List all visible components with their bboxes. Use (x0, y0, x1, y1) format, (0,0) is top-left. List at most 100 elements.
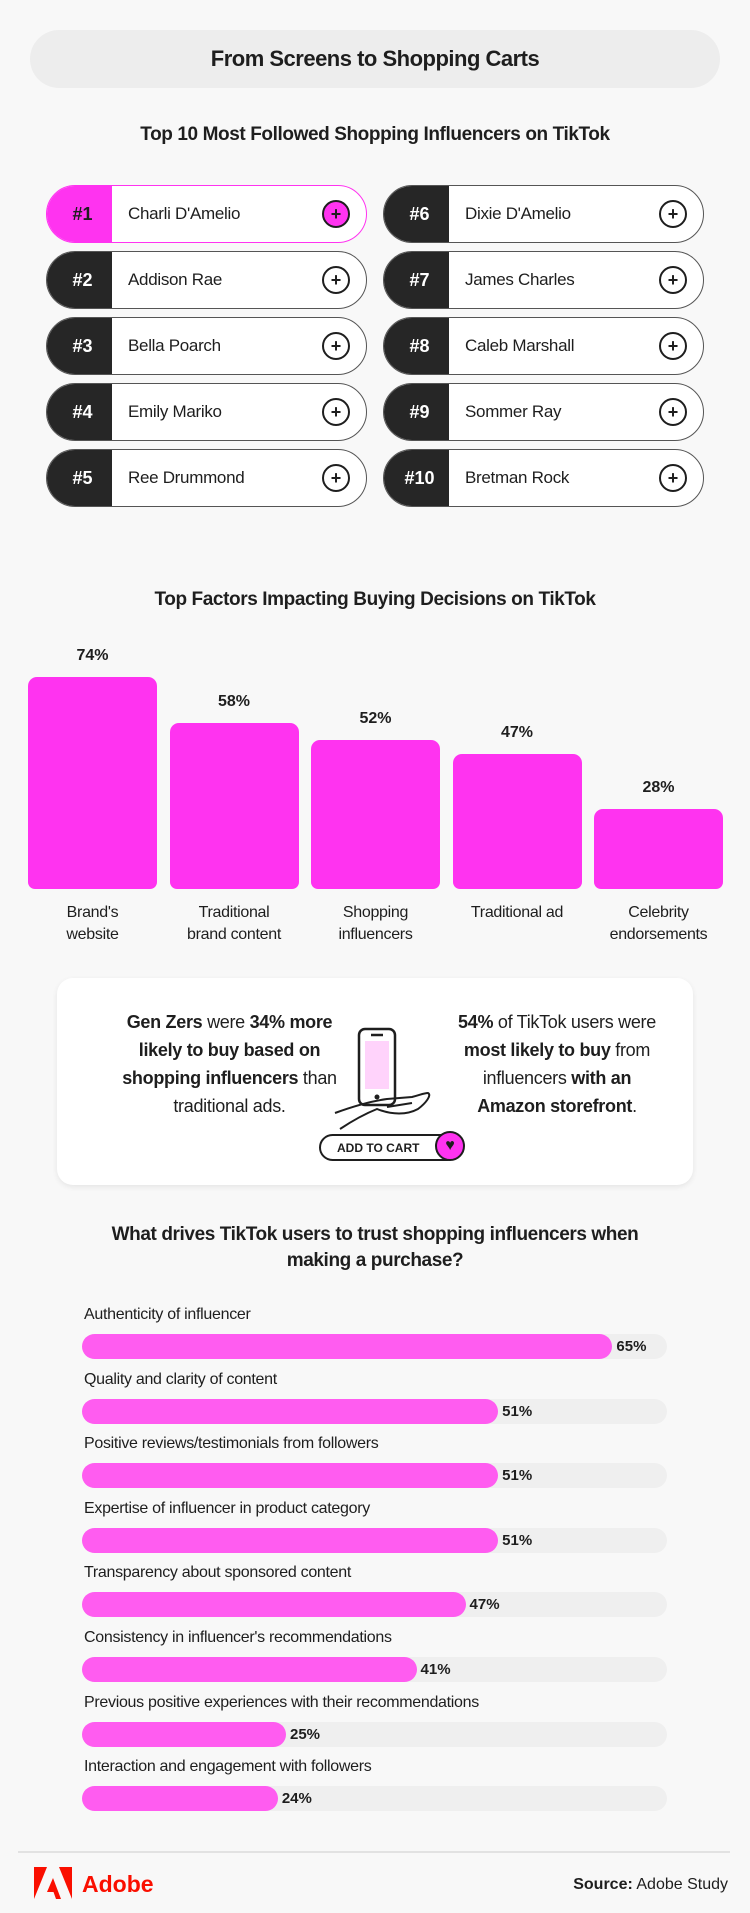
stat-text: of TikTok users were (493, 1012, 656, 1032)
influencer-name: Emily Mariko (128, 402, 222, 421)
influencer-pill[interactable]: #7 James Charles + (383, 251, 704, 309)
bar (28, 677, 157, 889)
bar (82, 1721, 286, 1747)
stat-bold: with an Amazon storefront (477, 1068, 633, 1116)
bar-category-label: Traditional ad (443, 902, 592, 924)
influencer-name: Dixie D'Amelio (465, 204, 571, 223)
plus-circle-icon[interactable]: + (659, 266, 687, 294)
influencer-pill[interactable]: #1 Charli D'Amelio + (46, 185, 367, 243)
stat-text: were (202, 1012, 250, 1032)
plus-circle-icon[interactable]: + (322, 200, 350, 228)
bar-category-label: Brand's website (18, 902, 167, 946)
phone-hand-icon (357, 1027, 397, 1107)
bar (311, 740, 440, 889)
stat-bold: most likely to buy (463, 1040, 611, 1060)
bar-category-label: Expertise of influencer in product categ… (84, 1499, 370, 1517)
plus-circle-icon[interactable]: + (322, 464, 350, 492)
influencer-rank: #2 (47, 252, 112, 308)
source-label: Source: (573, 1876, 633, 1893)
stat-bold: Gen Zers (126, 1012, 203, 1032)
source-value: Adobe Study (632, 1876, 728, 1893)
bar-value-label: 41% (420, 1661, 451, 1678)
footer-divider (18, 1851, 730, 1853)
stats-card: Gen Zers were 34% more likely to buy bas… (57, 978, 693, 1185)
influencer-name: Bella Poarch (128, 336, 221, 355)
influencer-name: Bretman Rock (465, 468, 570, 487)
influencer-rank: #4 (47, 384, 112, 440)
influencer-rank: #9 (384, 384, 449, 440)
bar-category-label: Previous positive experiences with their… (84, 1693, 479, 1711)
plus-circle-icon[interactable]: + (659, 332, 687, 360)
bar-value-label: 51% (502, 1467, 533, 1485)
trust-title-line: What drives TikTok users to trust shoppi… (111, 1224, 639, 1245)
category-line: Brand's (66, 904, 119, 921)
influencer-rank: #5 (47, 450, 112, 506)
hand-icon (334, 1091, 431, 1130)
bar (82, 1592, 466, 1618)
influencers-title: Top 10 Most Followed Shopping Influencer… (140, 124, 610, 145)
category-line: endorsements (609, 926, 708, 943)
page-title: From Screens to Shopping Carts (30, 30, 720, 88)
influencer-name: Sommer Ray (465, 402, 562, 421)
influencer-name: Caleb Marshall (465, 336, 575, 355)
bar (169, 722, 299, 889)
bar-category-label: Interaction and engagement with follower… (84, 1758, 372, 1776)
stat-bold: 54% (458, 1012, 494, 1032)
bar-category-label: Authenticity of influencer (84, 1306, 251, 1323)
bar (452, 754, 582, 889)
bar-value-label: 51% (502, 1531, 533, 1549)
plus-circle-icon[interactable]: + (322, 332, 350, 360)
influencer-pill[interactable]: #3 Bella Poarch + (46, 317, 367, 375)
bar (82, 1398, 499, 1424)
influencer-rank: #1 (47, 186, 112, 242)
plus-circle-icon[interactable]: + (322, 266, 350, 294)
factors-chart-title: Top Factors Impacting Buying Decisions o… (154, 589, 596, 610)
page-title-text: From Screens to Shopping Carts (210, 46, 540, 71)
influencer-pill[interactable]: #2 Addison Rae + (46, 251, 367, 309)
plus-circle-icon[interactable]: + (659, 464, 687, 492)
influencer-pill[interactable]: #5 Ree Drummond + (46, 449, 367, 507)
source-note: Source: Adobe Study (573, 1876, 728, 1894)
stat-bold: more likely to buy based on shopping inf… (122, 1012, 333, 1088)
amazon-stat: 54% of TikTok users were most likely to … (457, 1008, 657, 1120)
bar (82, 1786, 278, 1812)
bar-category-label: Positive reviews/testimonials from follo… (84, 1435, 379, 1453)
add-to-cart-button[interactable]: ADD TO CART ♥ (319, 1131, 465, 1161)
stat-text: than traditional ads. (173, 1068, 337, 1116)
adobe-logo-icon (34, 1867, 72, 1899)
category-line: influencers (338, 926, 413, 943)
influencer-name: Ree Drummond (128, 468, 245, 487)
influencer-name: Addison Rae (128, 270, 223, 289)
bar-value-label: 25% (290, 1725, 321, 1743)
influencer-pill[interactable]: #10 Bretman Rock + (383, 449, 704, 507)
influencer-rank: #3 (47, 318, 112, 374)
bar-value-label: 24% (281, 1790, 312, 1808)
category-line: brand content (187, 926, 281, 943)
bar-category-label: Celebrity endorsements (584, 902, 733, 946)
bar-value-label: 28% (642, 778, 675, 796)
category-line: Traditional (198, 904, 270, 921)
bar (82, 1334, 613, 1359)
bar-value-label: 52% (359, 710, 392, 728)
category-line: Celebrity (628, 904, 689, 921)
adobe-logo-text: Adobe (82, 1870, 154, 1897)
adobe-logo: Adobe (34, 1867, 154, 1901)
plus-circle-icon[interactable]: + (659, 200, 687, 228)
bar-category-label: Traditional brand content (160, 902, 309, 946)
plus-circle-icon[interactable]: + (659, 398, 687, 426)
bar-category-label: Quality and clarity of content (84, 1370, 277, 1388)
category-line: Shopping (342, 904, 409, 921)
influencer-rank: #7 (384, 252, 449, 308)
bar (82, 1657, 417, 1682)
influencer-rank: #10 (384, 450, 449, 506)
influencer-pill[interactable]: #6 Dixie D'Amelio + (383, 185, 704, 243)
influencer-rank: #8 (384, 318, 449, 374)
bar-value-label: 47% (469, 1596, 500, 1614)
gen-z-stat: Gen Zers were 34% more likely to buy bas… (117, 1008, 342, 1120)
influencer-pill[interactable]: #8 Caleb Marshall + (383, 317, 704, 375)
bar-category-label: Transparency about sponsored content (84, 1564, 352, 1582)
stat-text: . (632, 1096, 637, 1116)
influencer-pill[interactable]: #4 Emily Mariko + (46, 383, 367, 441)
plus-circle-icon[interactable]: + (322, 398, 350, 426)
influencer-pill[interactable]: #9 Sommer Ray + (383, 383, 704, 441)
